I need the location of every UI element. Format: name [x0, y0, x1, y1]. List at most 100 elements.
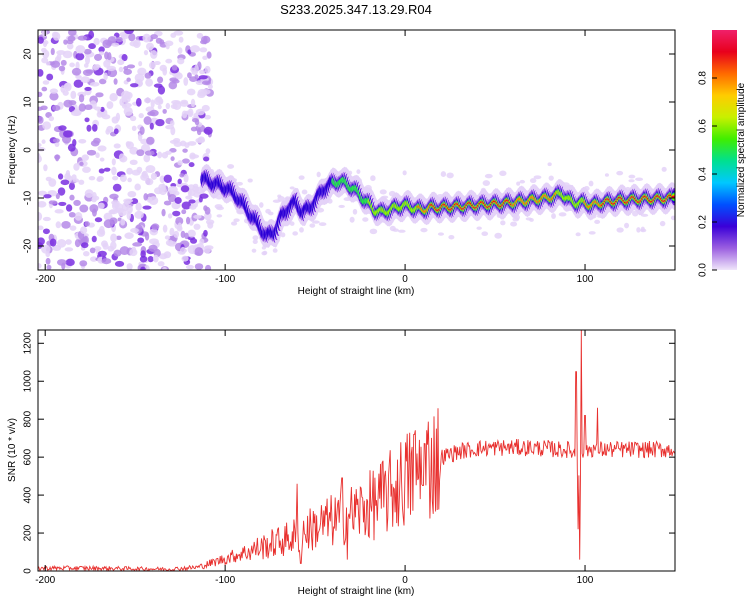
noise-blob: [111, 166, 117, 176]
noise-blob: [52, 138, 60, 143]
noise-blob: [196, 32, 204, 39]
x-tick-label: -200: [35, 274, 55, 285]
noise-blob: [38, 200, 47, 208]
noise-blob: [134, 210, 144, 219]
noise-blob: [201, 80, 211, 86]
ridge-mark: [671, 195, 675, 198]
noise-blob: [162, 266, 168, 270]
noise-blob: [75, 61, 80, 71]
noise-blob: [150, 172, 158, 180]
noise-blob: [139, 126, 145, 135]
noise-blob: [188, 199, 196, 204]
noise-blob: [42, 30, 47, 37]
noise-blob: [93, 106, 102, 111]
noise-blob: [153, 83, 163, 88]
y-tick-label: 400: [23, 486, 34, 503]
noise-blob: [113, 78, 118, 85]
noise-blob: [594, 219, 601, 225]
noise-blob: [190, 45, 201, 53]
noise-blob: [252, 235, 259, 241]
noise-blob: [129, 159, 138, 166]
noise-blob: [163, 200, 172, 206]
noise-blob: [127, 190, 137, 198]
noise-blob: [113, 249, 122, 257]
noise-blob: [79, 260, 88, 267]
noise-blob: [169, 148, 177, 153]
noise-blob: [75, 45, 86, 54]
noise-blob: [227, 164, 235, 169]
noise-blob: [448, 235, 455, 240]
noise-blob: [127, 177, 132, 183]
signal-ridge: [200, 164, 675, 248]
noise-blob: [143, 116, 152, 125]
noise-blob: [440, 171, 447, 178]
noise-blob: [356, 169, 361, 174]
noise-blob: [194, 118, 200, 126]
noise-blob: [181, 110, 188, 119]
noise-blob: [187, 49, 192, 55]
noise-blob: [98, 78, 107, 85]
noise-blob: [616, 227, 624, 233]
noise-blob: [99, 157, 105, 162]
noise-blob: [115, 235, 122, 240]
noise-blob: [38, 36, 44, 44]
noise-blob: [135, 97, 142, 107]
noise-blob: [48, 178, 57, 187]
noise-blob: [109, 209, 116, 215]
noise-blob: [84, 86, 92, 91]
noise-blob: [640, 213, 649, 217]
spectrogram-y-ticks: -20 -10 0 10 20: [23, 48, 675, 253]
noise-blob: [301, 189, 308, 195]
noise-blob: [194, 64, 199, 74]
noise-blob: [499, 170, 507, 177]
noise-blob: [106, 125, 114, 133]
noise-blob: [91, 235, 97, 243]
noise-blob: [78, 94, 85, 103]
noise-blob: [640, 226, 645, 232]
noise-blob: [42, 216, 51, 222]
noise-blob: [183, 77, 189, 86]
noise-blob: [138, 113, 144, 119]
noise-blob: [124, 30, 134, 35]
noise-blob: [635, 177, 644, 182]
snr-series: [38, 330, 675, 571]
noise-blob: [194, 263, 204, 270]
noise-blob: [148, 61, 156, 69]
noise-blob: [197, 136, 205, 143]
noise-blob: [68, 30, 77, 36]
noise-blob: [63, 83, 70, 90]
noise-blob: [83, 48, 92, 55]
x-tick-label: 100: [577, 274, 594, 285]
noise-blob: [38, 212, 43, 221]
noise-blob: [292, 231, 298, 236]
noise-blob: [45, 257, 51, 265]
noise-blob: [316, 171, 321, 178]
noise-blob: [142, 205, 152, 210]
noise-blob: [92, 64, 100, 71]
noise-blob: [370, 175, 376, 182]
noise-blob: [57, 173, 64, 180]
noise-blob: [272, 199, 281, 203]
colorbar-tick-label: 0.8: [698, 71, 709, 85]
noise-blob: [112, 183, 122, 192]
noise-blob: [298, 175, 305, 180]
noise-blob: [137, 132, 143, 142]
noise-blob: [68, 182, 75, 190]
noise-blob: [79, 161, 84, 166]
noise-blob: [203, 114, 211, 120]
noise-blob: [65, 239, 72, 245]
noise-blob: [55, 154, 60, 162]
noise-blob: [135, 202, 142, 211]
x-tick-label: 0: [402, 575, 408, 586]
noise-blob: [73, 79, 84, 88]
noise-blob: [262, 250, 268, 255]
noise-blob: [146, 136, 155, 145]
noise-blob: [38, 116, 44, 124]
noise-blob: [112, 202, 120, 208]
noise-blob: [84, 55, 91, 65]
noise-blob: [126, 64, 136, 69]
noise-blob: [198, 75, 208, 80]
noise-blob: [230, 221, 238, 226]
noise-blob: [65, 258, 75, 267]
